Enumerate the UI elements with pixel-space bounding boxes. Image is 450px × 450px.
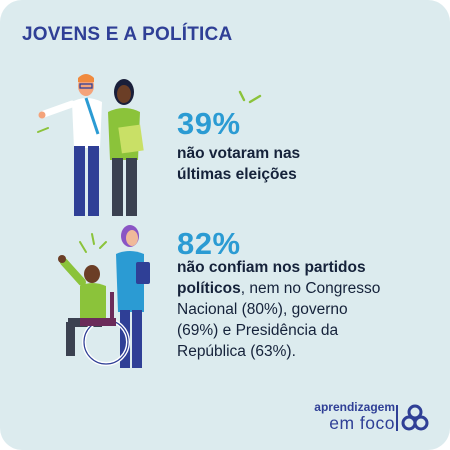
stat-text-trust: não confiam nos partidos políticos, nem … [177, 257, 380, 362]
stat-percent-voting: 39% [177, 106, 241, 141]
brand-top-text: aprendizagem [314, 400, 395, 414]
brand-divider [396, 405, 398, 431]
page-title: JOVENS E A POLÍTICA [22, 24, 233, 45]
stat-text-trust-line3: Nacional (80%), governo [177, 301, 348, 318]
sparkle-icon [238, 90, 262, 104]
brand-logo-icon [401, 404, 429, 431]
protest-youth-illustration [58, 225, 150, 368]
stat-text-voting-line2: últimas eleições [177, 166, 297, 183]
stat-text-trust-line5: República (63%). [177, 343, 296, 360]
stat-text-trust-line2-bold: políticos [177, 280, 241, 297]
stat-percent-trust: 82% [177, 226, 241, 261]
voting-youth-illustration [37, 74, 144, 216]
stat-text-voting-line1: não votaram nas [177, 145, 301, 162]
stat-text-voting: não votaram nas últimas eleições [177, 143, 300, 185]
brand-bottom-text: em foco [329, 413, 395, 433]
stat-text-trust-line4: (69%) e Presidência da [177, 322, 339, 339]
brand-wordmark: aprendizagem em foco [314, 400, 395, 433]
stat-text-trust-line2-rest: , nem no Congresso [240, 280, 381, 297]
stat-text-trust-line1: não confiam nos partidos [177, 259, 366, 276]
